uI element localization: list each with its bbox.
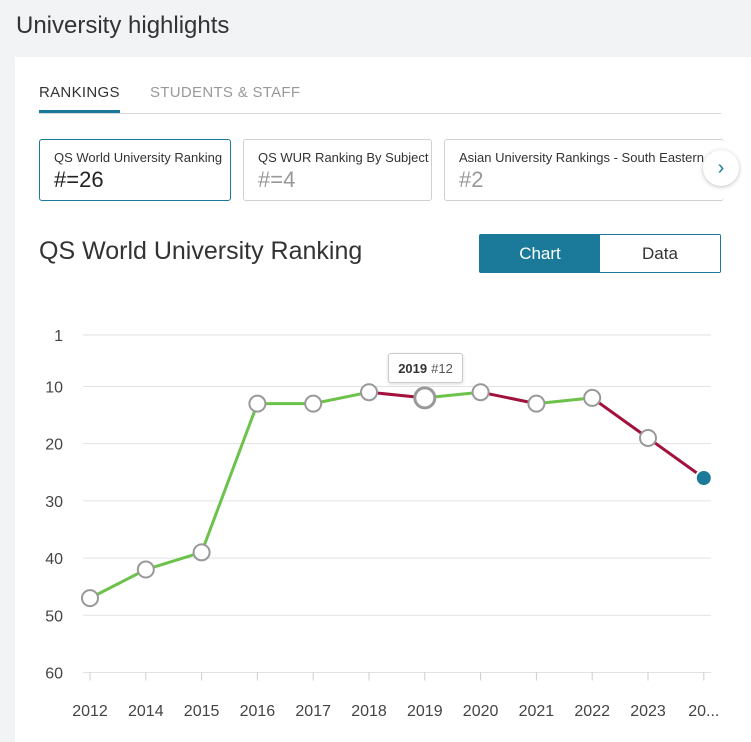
highlights-card: RANKINGS STUDENTS & STAFF QS World Unive… — [15, 57, 751, 742]
y-tick-label: 40 — [45, 551, 63, 568]
ranking-card-qs-world[interactable]: QS World University Ranking #=26 — [39, 139, 231, 201]
x-tick-label: 2023 — [630, 703, 666, 720]
data-point-current — [694, 469, 713, 487]
y-tick-label: 1 — [54, 328, 63, 345]
carousel-next-button[interactable]: › — [703, 150, 739, 186]
ranking-card-value: #2 — [459, 167, 484, 192]
data-point — [136, 560, 155, 579]
chart-lines — [88, 390, 706, 600]
ranking-card-qs-subject[interactable]: QS WUR Ranking By Subject #=4 — [243, 139, 432, 201]
tooltip-rank: #12 — [431, 360, 453, 376]
y-tick-label: 60 — [45, 665, 63, 682]
chart-toggle-button[interactable]: Chart — [480, 235, 600, 272]
data-point — [639, 428, 657, 447]
x-tick-label: 2022 — [574, 703, 610, 720]
chart-points — [81, 383, 713, 608]
x-axis-labels: 2012 2014 2015 2016 2017 2018 2019 2020 2021 2022… — [72, 703, 719, 720]
series-segment — [311, 390, 371, 406]
tab-bar: RANKINGS STUDENTS & STAFF — [39, 57, 721, 114]
chevron-right-icon: › — [717, 156, 725, 179]
ranking-card-value: #=4 — [258, 167, 296, 192]
tab-students-staff[interactable]: STUDENTS & STAFF — [150, 84, 301, 101]
tooltip-year: 2019 — [398, 360, 428, 376]
y-axis-labels: 1 10 20 30 40 50 60 — [45, 328, 63, 682]
data-toggle-button[interactable]: Data — [600, 235, 720, 272]
x-tick-label: 2017 — [295, 703, 331, 720]
x-tick-label: 2018 — [351, 703, 387, 720]
chart-title: QS World University Ranking — [39, 237, 363, 265]
data-point — [248, 394, 267, 413]
ranking-card-asian[interactable]: Asian University Rankings - South Easter… — [444, 139, 724, 201]
ranking-card-label: Asian University Rankings - South Easter… — [459, 150, 716, 165]
data-point — [413, 386, 437, 410]
ranking-card-label: QS World University Ranking — [54, 150, 223, 165]
data-point — [304, 394, 323, 413]
data-point — [192, 543, 211, 562]
series-segment — [646, 436, 706, 480]
data-point — [471, 383, 490, 402]
y-tick-label: 10 — [45, 379, 63, 396]
series-segment — [200, 402, 259, 554]
page-title: University highlights — [16, 12, 230, 39]
x-tick-label: 2021 — [519, 703, 555, 720]
x-tick-label: 20... — [688, 703, 719, 720]
x-tick-label: 2015 — [184, 703, 220, 720]
y-tick-label: 50 — [45, 608, 63, 625]
data-point — [81, 589, 99, 608]
series-segment — [534, 396, 594, 406]
data-point — [527, 394, 546, 413]
ranking-card-value: #=26 — [54, 167, 104, 192]
x-tick-label: 2019 — [407, 703, 443, 720]
view-toggle: Chart Data — [479, 234, 721, 273]
y-tick-label: 30 — [45, 494, 63, 511]
series-segment — [88, 568, 148, 600]
chart-tooltip: 2019 #12 — [388, 353, 463, 383]
series-segment — [479, 390, 538, 406]
tab-rankings[interactable]: RANKINGS — [39, 84, 120, 113]
x-tick-label: 2016 — [240, 703, 276, 720]
x-tick-label: 2020 — [463, 703, 499, 720]
chart-grid — [83, 334, 711, 681]
series-segment — [590, 396, 650, 440]
data-point — [583, 388, 602, 407]
y-tick-label: 20 — [45, 437, 63, 454]
x-tick-label: 2012 — [72, 703, 108, 720]
series-segment — [144, 550, 204, 572]
ranking-card-label: QS WUR Ranking By Subject — [258, 150, 429, 165]
x-tick-label: 2014 — [128, 703, 164, 720]
data-point — [360, 383, 378, 402]
